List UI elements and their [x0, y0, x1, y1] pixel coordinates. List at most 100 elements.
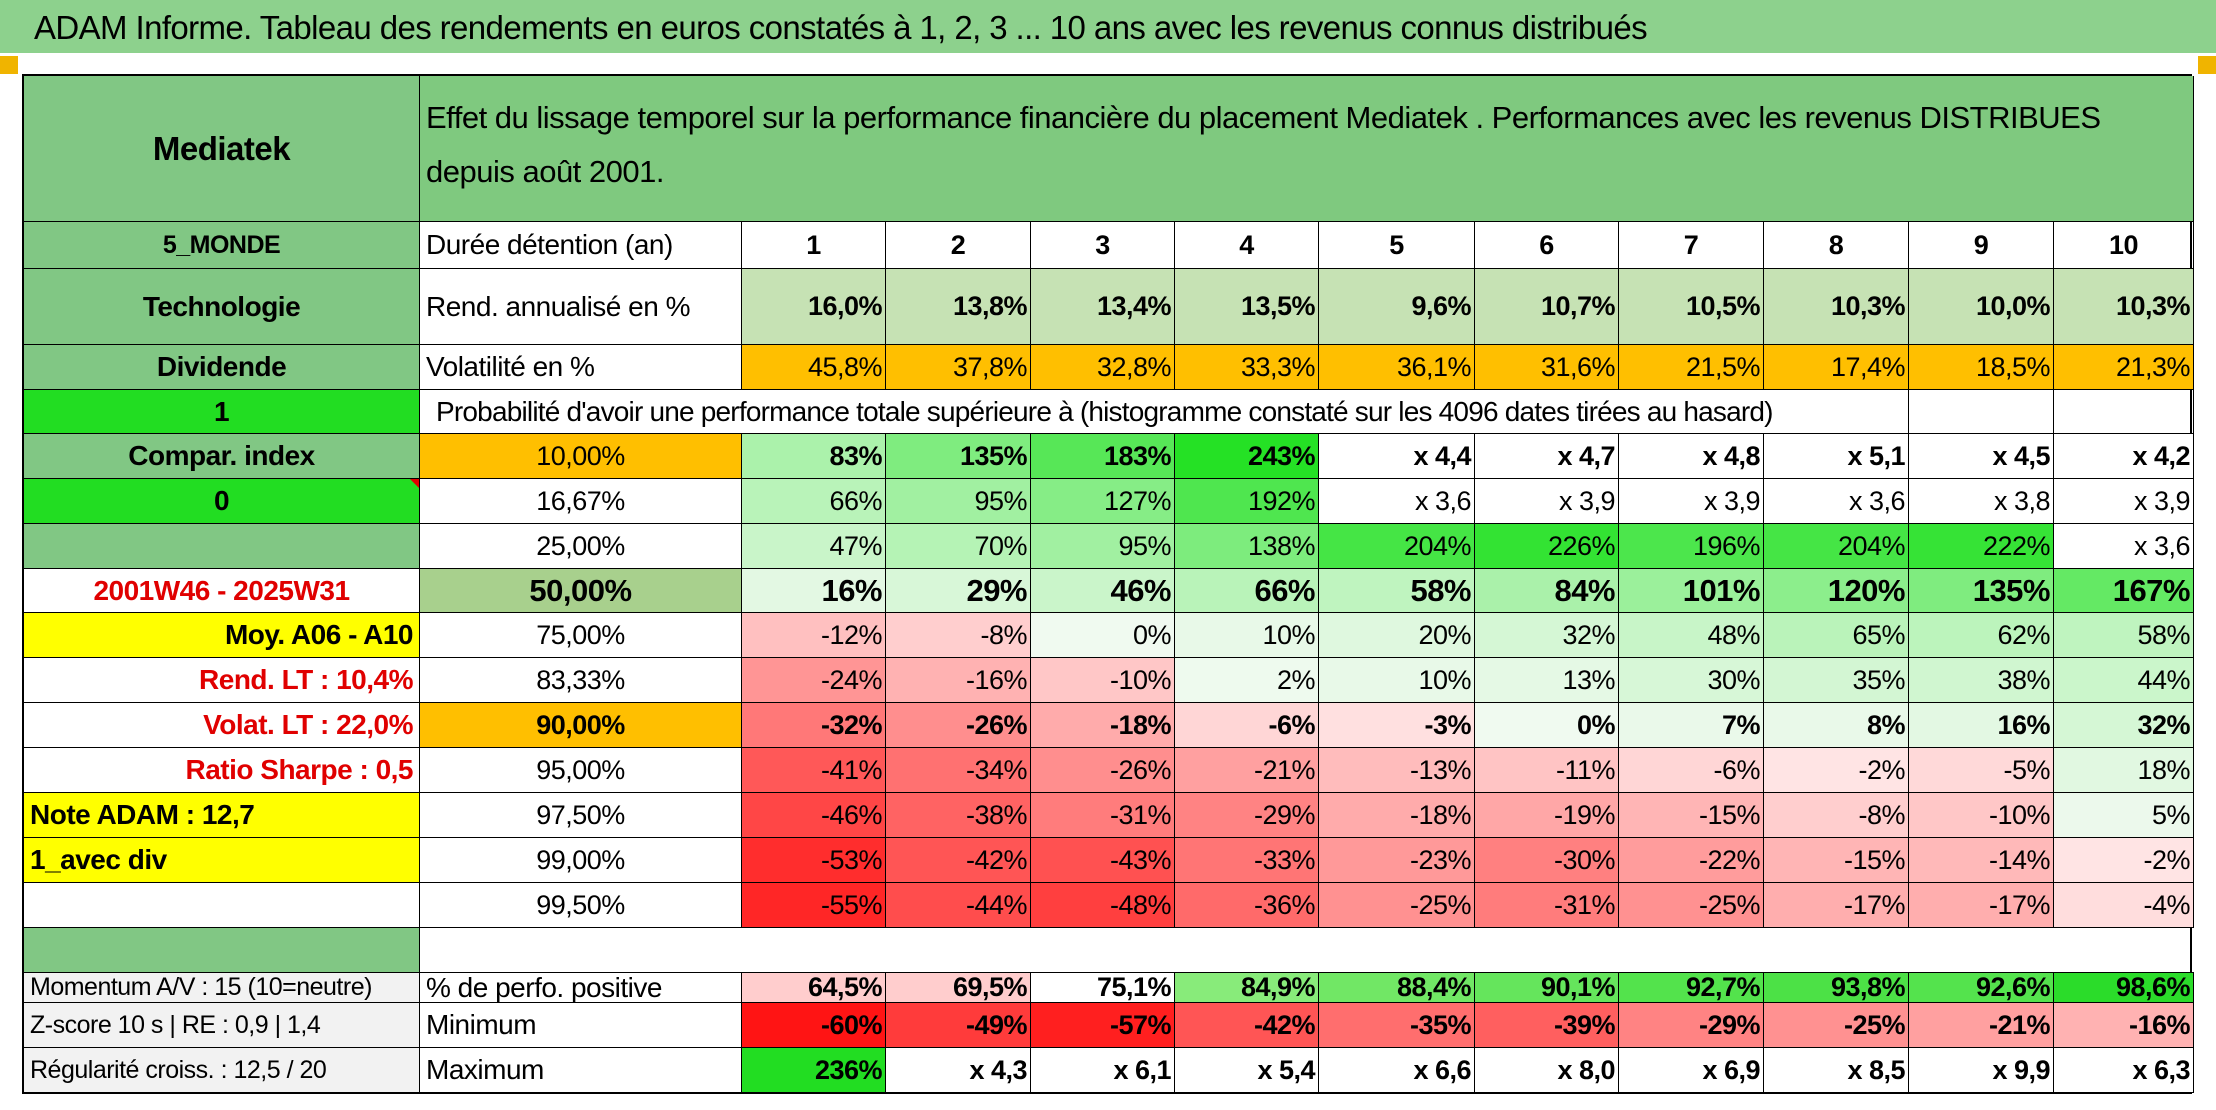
prob-cell: -25%: [1319, 883, 1475, 928]
prob-cell: 66%: [1175, 569, 1319, 613]
vol-cell: 21,5%: [1619, 345, 1764, 390]
year-header: 9: [1909, 222, 2054, 269]
side-period: 2001W46 - 2025W31: [24, 569, 420, 613]
empty-cell: [1909, 390, 2054, 434]
prob-cell: -38%: [886, 793, 1031, 838]
rend-cell: 10,3%: [2054, 269, 2194, 345]
prob-cell: -24%: [742, 658, 886, 703]
prob-cell: x 3,6: [1764, 479, 1909, 524]
prob-cell: 8%: [1764, 703, 1909, 748]
prob-cell: x 3,9: [1475, 479, 1619, 524]
prob-cell: 62%: [1909, 613, 2054, 658]
prob-cell: -19%: [1475, 793, 1619, 838]
prob-cell: x 3,9: [2054, 479, 2194, 524]
prob-cell: 38%: [1909, 658, 2054, 703]
prob-cell: x 3,6: [1319, 479, 1475, 524]
min-cell: -16%: [2054, 1003, 2194, 1048]
rend-cell: 13,4%: [1031, 269, 1175, 345]
prob-cell: 204%: [1764, 524, 1909, 569]
vol-label: Volatilité en %: [420, 345, 742, 390]
rend-cell: 13,8%: [886, 269, 1031, 345]
prob-cell: -31%: [1031, 793, 1175, 838]
year-header: 10: [2054, 222, 2194, 269]
prob-cell: -10%: [1031, 658, 1175, 703]
prob-cell: -46%: [742, 793, 886, 838]
corner-mark: [0, 56, 18, 74]
prob-cell: 13%: [1475, 658, 1619, 703]
max-cell: x 6,1: [1031, 1048, 1175, 1093]
rend-cell: 10,0%: [1909, 269, 2054, 345]
prob-threshold: 99,00%: [420, 838, 742, 883]
prob-cell: 10%: [1319, 658, 1475, 703]
year-header: 2: [886, 222, 1031, 269]
prob-cell: -26%: [886, 703, 1031, 748]
vol-cell: 33,3%: [1175, 345, 1319, 390]
prob-cell: -16%: [886, 658, 1031, 703]
regularite-label: Régularité croiss. : 12,5 / 20: [24, 1048, 420, 1093]
prob-cell: -10%: [1909, 793, 2054, 838]
zone-label: 5_MONDE: [24, 222, 420, 269]
prob-cell: -26%: [1031, 748, 1175, 793]
prob-cell: x 4,8: [1619, 434, 1764, 479]
prob-cell: x 5,1: [1764, 434, 1909, 479]
pos-cell: 92,6%: [1909, 973, 2054, 1003]
max-cell: x 8,0: [1475, 1048, 1619, 1093]
pos-cell: 90,1%: [1475, 973, 1619, 1003]
pos-cell: 64,5%: [742, 973, 886, 1003]
pos-cell: 93,8%: [1764, 973, 1909, 1003]
prob-threshold: 50,00%: [420, 569, 742, 613]
max-cell: x 8,5: [1764, 1048, 1909, 1093]
prob-cell: -4%: [2054, 883, 2194, 928]
year-header: 8: [1764, 222, 1909, 269]
performance-table: Mediatek Effet du lissage temporel sur l…: [22, 74, 2194, 1094]
max-label: Maximum: [420, 1048, 742, 1093]
dividend-label: Dividende: [24, 345, 420, 390]
pos-cell: 69,5%: [886, 973, 1031, 1003]
side-sharpe: Ratio Sharpe : 0,5: [24, 748, 420, 793]
prob-cell: 95%: [1031, 524, 1175, 569]
prob-cell: 16%: [742, 569, 886, 613]
report-title: ADAM Informe. Tableau des rendements en …: [0, 0, 2216, 56]
prob-cell: -3%: [1319, 703, 1475, 748]
side-note: Note ADAM : 12,7: [24, 793, 420, 838]
prob-threshold: 97,50%: [420, 793, 742, 838]
prob-threshold: 95,00%: [420, 748, 742, 793]
prob-cell: 243%: [1175, 434, 1319, 479]
pos-cell: 92,7%: [1619, 973, 1764, 1003]
min-cell: -49%: [886, 1003, 1031, 1048]
prob-cell: 32%: [2054, 703, 2194, 748]
prob-cell: -2%: [1764, 748, 1909, 793]
rend-cell: 13,5%: [1175, 269, 1319, 345]
prob-cell: 70%: [886, 524, 1031, 569]
prob-cell: 2%: [1175, 658, 1319, 703]
rend-label: Rend. annualisé en %: [420, 269, 742, 345]
max-cell: 236%: [742, 1048, 886, 1093]
year-header: 5: [1319, 222, 1475, 269]
vol-cell: 31,6%: [1475, 345, 1619, 390]
max-cell: x 6,9: [1619, 1048, 1764, 1093]
prob-cell: 135%: [1909, 569, 2054, 613]
prob-cell: -43%: [1031, 838, 1175, 883]
prob-cell: 20%: [1319, 613, 1475, 658]
year-header: 6: [1475, 222, 1619, 269]
prob-cell: 120%: [1764, 569, 1909, 613]
vol-cell: 17,4%: [1764, 345, 1909, 390]
prob-cell: -21%: [1175, 748, 1319, 793]
prob-cell: -6%: [1175, 703, 1319, 748]
prob-cell: 47%: [742, 524, 886, 569]
prob-cell: 44%: [2054, 658, 2194, 703]
prob-cell: 222%: [1909, 524, 2054, 569]
prob-cell: 66%: [742, 479, 886, 524]
prob-cell: -14%: [1909, 838, 2054, 883]
prob-cell: -15%: [1619, 793, 1764, 838]
side-moy: Moy. A06 - A10: [24, 613, 420, 658]
prob-cell: -34%: [886, 748, 1031, 793]
prob-cell: x 4,4: [1319, 434, 1475, 479]
min-cell: -25%: [1764, 1003, 1909, 1048]
min-cell: -35%: [1319, 1003, 1475, 1048]
side-empty: [24, 883, 420, 928]
prob-cell: 16%: [1909, 703, 2054, 748]
year-header: 1: [742, 222, 886, 269]
prob-threshold: 16,67%: [420, 479, 742, 524]
corner-mark: [2198, 56, 2216, 74]
